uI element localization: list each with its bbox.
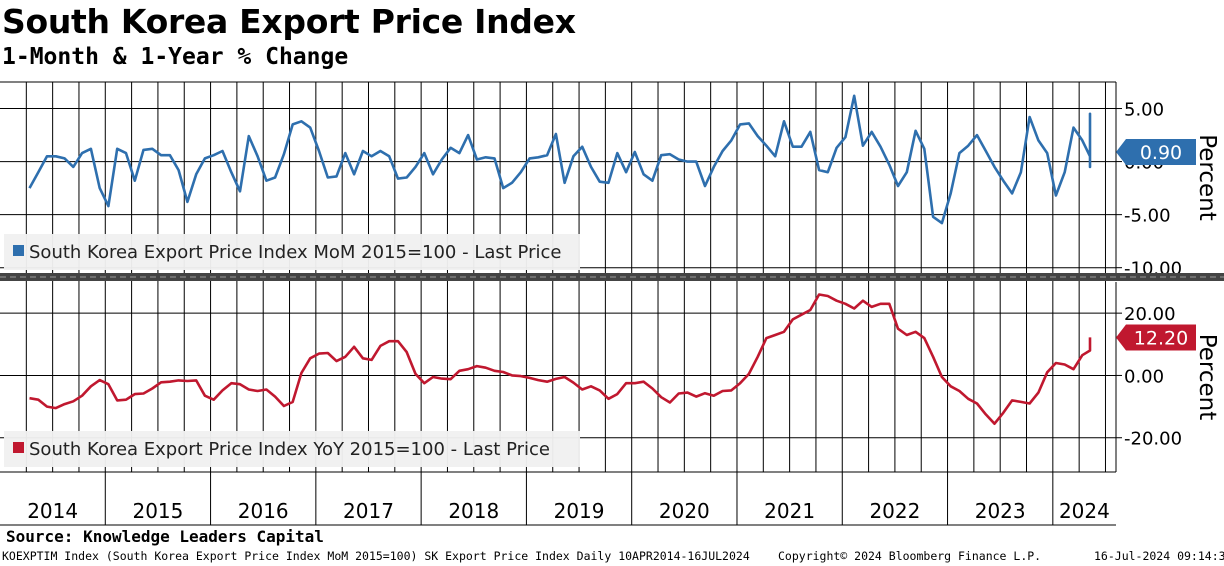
legend-label: South Korea Export Price Index YoY 2015=… bbox=[29, 439, 550, 460]
y-tick-label: 0.00 bbox=[1124, 366, 1164, 387]
x-tick-label: 2020 bbox=[659, 499, 710, 523]
x-tick-label: 2016 bbox=[238, 499, 289, 523]
legend-swatch bbox=[13, 442, 24, 453]
series-info: KOEXPTIM Index (South Korea Export Price… bbox=[2, 549, 750, 563]
y-tick-label: -20.00 bbox=[1124, 429, 1182, 450]
series-line bbox=[29, 293, 1092, 426]
x-tick-label: 2021 bbox=[764, 499, 815, 523]
last-value-tag bbox=[1116, 139, 1196, 166]
x-tick-label: 2019 bbox=[554, 499, 605, 523]
timestamp: 16-Jul-2024 09:14:30 bbox=[1094, 549, 1224, 563]
x-tick-label: 2017 bbox=[343, 499, 394, 523]
x-tick-label: 2022 bbox=[869, 499, 920, 523]
y-axis-title: Percent bbox=[1194, 334, 1220, 421]
series-line bbox=[28, 94, 1092, 225]
last-value-label: 12.20 bbox=[1134, 327, 1188, 349]
y-tick-label: -5.00 bbox=[1124, 206, 1171, 227]
y-axis-title: Percent bbox=[1194, 134, 1220, 221]
x-tick-label: 2024 bbox=[1059, 499, 1110, 523]
x-tick-label: 2015 bbox=[132, 499, 183, 523]
line-layer: 0.90 12.20 bbox=[28, 94, 1196, 426]
y-tick-label: 5.00 bbox=[1124, 100, 1164, 121]
legend-label: South Korea Export Price Index MoM 2015=… bbox=[29, 242, 561, 263]
axis-layer: 5.000.00-5.00-10.00Percent20.000.00-20.0… bbox=[0, 81, 1224, 526]
legend-layer: South Korea Export Price Index MoM 2015=… bbox=[4, 234, 580, 467]
x-tick-label: 2023 bbox=[975, 499, 1026, 523]
legend-box bbox=[4, 431, 580, 467]
y-tick-label: 20.00 bbox=[1124, 304, 1176, 325]
copyright-note: Copyright© 2024 Bloomberg Finance L.P. bbox=[778, 549, 1042, 563]
legend-box bbox=[4, 234, 580, 270]
x-tick-label: 2014 bbox=[27, 499, 78, 523]
chart-title: South Korea Export Price Index bbox=[2, 2, 576, 41]
last-value-label: 0.90 bbox=[1140, 142, 1182, 164]
legend-swatch bbox=[13, 245, 24, 256]
x-tick-label: 2018 bbox=[448, 499, 499, 523]
source-note: Source: Knowledge Leaders Capital bbox=[6, 527, 324, 546]
chart-subtitle: 1-Month & 1-Year % Change bbox=[2, 44, 349, 70]
last-value-tag bbox=[1116, 324, 1196, 351]
